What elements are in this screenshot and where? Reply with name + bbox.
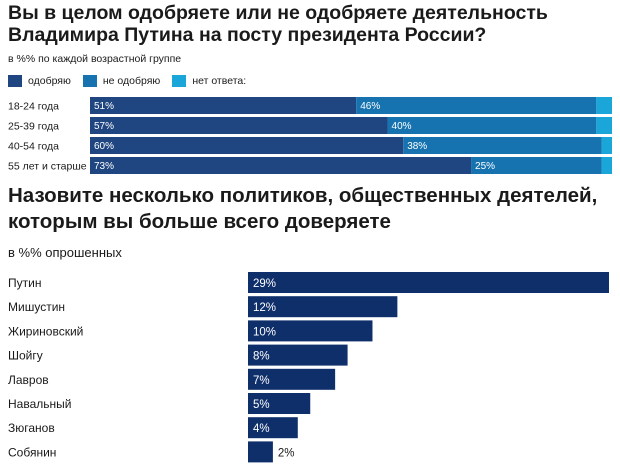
approval-bar-label-disapprove: 46% (360, 101, 380, 112)
approval-plot: 18-24 года 51% 46% 25-39 года 57% 40% 40-54 го… (8, 97, 612, 174)
approval-bar-disapprove (356, 97, 597, 114)
trust-chart-subtitle: в %% опрошенных (8, 245, 122, 260)
approval-bar-disapprove (403, 137, 602, 154)
legend-swatch-disapprove (82, 75, 97, 87)
approval-bar-label-disapprove: 25% (475, 161, 495, 172)
trust-bar (248, 368, 336, 390)
trust-bar-label: 5% (253, 399, 270, 411)
trust-bar-label: 4% (253, 423, 270, 435)
approval-category-label: 25-39 года (8, 121, 59, 133)
approval-bar-label-disapprove: 38% (407, 141, 427, 152)
trust-plot: Путин 29% Мишустин 12% Жириновский 10% Шойгу 8%… (8, 272, 609, 463)
trust-category-label: Путин (8, 276, 41, 290)
trust-bar (248, 320, 373, 342)
approval-bar-label-approve: 57% (94, 121, 114, 132)
trust-bar (248, 393, 311, 414)
approval-bar-no-answer (601, 137, 612, 154)
legend-label-no-answer: нет ответа: (192, 75, 247, 87)
approval-bar-no-answer (596, 97, 612, 114)
trust-bar-label: 2% (278, 447, 295, 459)
legend-swatch-no-answer (172, 75, 187, 87)
approval-category-label: 18-24 года (8, 101, 59, 113)
approval-bar-no-answer (596, 117, 612, 134)
approval-category-label: 55 лет и старше (8, 161, 87, 173)
approval-bar-approve (90, 97, 357, 114)
trust-category-label: Лавров (8, 373, 49, 387)
legend-label-disapprove: не одобряю (102, 75, 161, 87)
trust-bar-label: 7% (253, 375, 270, 387)
approval-chart-title: Вы в целом одобряете или не одобряете де… (8, 2, 548, 46)
trust-category-label: Жириновский (8, 324, 83, 338)
approval-bar-label-approve: 73% (94, 161, 114, 172)
trust-bar (248, 344, 348, 366)
trust-bar-label: 10% (253, 326, 276, 338)
approval-bar-disapprove (387, 117, 597, 134)
trust-bar-label: 8% (253, 351, 270, 363)
trust-bar-label: 29% (253, 278, 276, 290)
legend-swatch-approve (8, 75, 22, 87)
approval-bar-no-answer (601, 157, 612, 174)
legend-item-disapprove: не одобряю (82, 75, 161, 87)
legend-item-no-answer: нет ответа: (172, 75, 246, 87)
trust-category-label: Собянин (8, 445, 56, 459)
approval-bar-approve (90, 117, 388, 134)
approval-legend: одобряю не одобряю нет ответа: (8, 74, 258, 88)
legend-item-approve: одобряю (8, 75, 71, 87)
trust-chart-title: Назовите несколько политиков, общественн… (8, 184, 598, 233)
approval-category-label: 40-54 года (8, 141, 59, 153)
approval-bar-approve (90, 157, 472, 174)
trust-bar (248, 417, 298, 439)
trust-category-label: Мишустин (8, 300, 65, 314)
approval-bar-label-approve: 51% (94, 101, 114, 112)
approval-bar-label-disapprove: 40% (392, 121, 412, 132)
trust-bar (248, 272, 609, 293)
trust-category-label: Шойгу (8, 349, 43, 363)
trust-bar-label: 12% (253, 302, 276, 314)
trust-category-label: Навальный (8, 397, 71, 411)
trust-bar (248, 441, 273, 463)
approval-bar-disapprove (471, 157, 602, 174)
approval-bar-label-approve: 60% (94, 141, 114, 152)
trust-category-label: Зюганов (8, 421, 55, 435)
approval-chart-subtitle: в %% по каждой возрастной группе (8, 53, 182, 65)
approval-bar-approve (90, 137, 404, 154)
trust-bar (248, 296, 398, 318)
legend-label-approve: одобряю (28, 75, 71, 87)
